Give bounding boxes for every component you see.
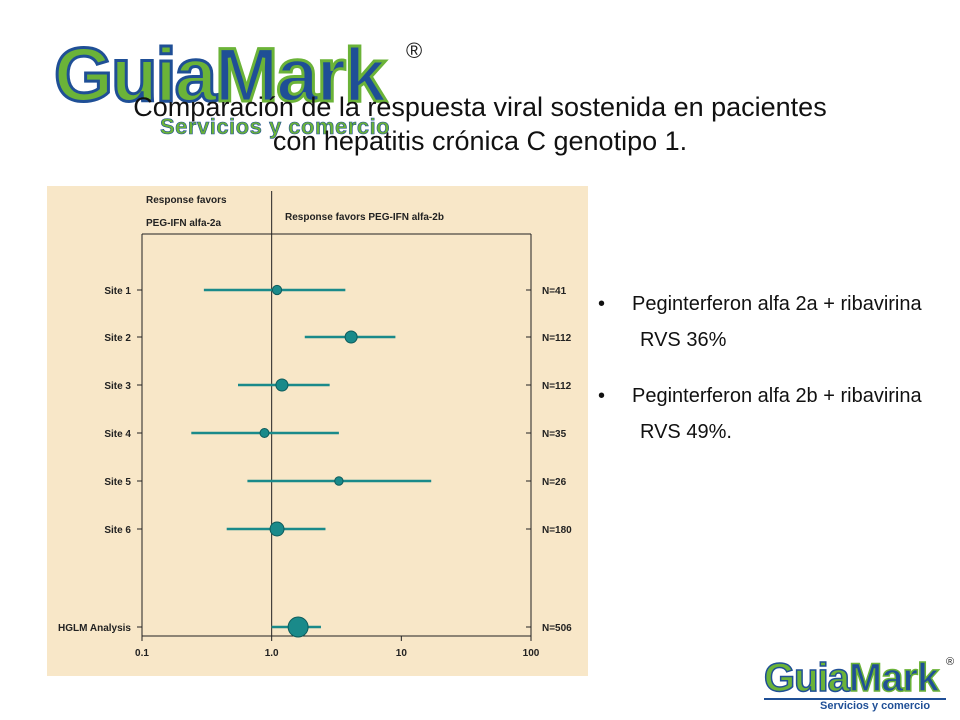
point-estimate (259, 428, 270, 438)
rvs-value: RVS 36% (640, 329, 727, 351)
logo-wordmark: GuiaMark (53, 33, 388, 118)
row-n-label: N=112 (542, 381, 572, 392)
point-estimate (334, 476, 344, 486)
bullet-list: • Peginterferon alfa 2a + ribavirina RVS… (594, 292, 934, 444)
bullet-text: Peginterferon alfa 2a + ribavirina (632, 293, 922, 315)
guiamark-logo-small: GuiaMark ® Servicios y comercio (763, 655, 955, 716)
header-right: Response favors PEG-IFN alfa-2b (285, 212, 444, 223)
header-left-line-1: Response favors (146, 195, 227, 206)
title-line-1: Comparación de la respuesta viral sosten… (133, 92, 827, 122)
row-n-label: N=26 (542, 477, 567, 488)
logo-tagline: Servicios y comercio (160, 114, 391, 140)
row-n-label: N=112 (542, 333, 572, 344)
point-estimate (275, 378, 289, 392)
bullet-icon: • (598, 385, 606, 407)
row-label: HGLM Analysis (58, 623, 131, 634)
forest-plot: Response favors PEG-IFN alfa-2a Response f… (58, 191, 572, 659)
row-label: Site 1 (104, 286, 131, 297)
registered-mark: ® (946, 656, 955, 668)
logo-underline (764, 698, 946, 700)
bullet-text: Peginterferon alfa 2b + ribavirina (632, 385, 922, 407)
slide-title: Comparación de la respuesta viral sosten… (40, 90, 920, 158)
point-estimate (271, 284, 283, 296)
point-estimate (269, 521, 285, 537)
row-n-label: N=35 (542, 429, 567, 440)
row-label: Site 3 (104, 381, 131, 392)
row-n-label: N=41 (542, 286, 567, 297)
bullet-item-2a: • Peginterferon alfa 2a + ribavirina (594, 292, 934, 316)
point-estimate (344, 330, 358, 344)
row-label: Site 2 (104, 333, 131, 344)
x-tick-label: 100 (523, 648, 540, 659)
logo-wordmark: GuiaMark (763, 655, 940, 701)
rvs-value: RVS 49%. (640, 421, 732, 443)
bullet-icon: • (598, 293, 606, 315)
x-tick-label: 0.1 (135, 648, 149, 659)
logo-tagline: Servicios y comercio (820, 700, 931, 712)
header-left-line-2: PEG-IFN alfa-2a (146, 218, 221, 229)
point-estimate (287, 616, 309, 638)
row-label: Site 4 (104, 429, 131, 440)
row-n-label: N=506 (542, 623, 572, 634)
guiamark-logo: GuiaMark ® Servicios y comercio (53, 33, 434, 146)
x-tick-label: 1.0 (265, 648, 279, 659)
bullet-item-2b: • Peginterferon alfa 2b + ribavirina (594, 384, 934, 408)
row-label: Site 6 (104, 525, 131, 536)
forest-plot-panel: Response favors PEG-IFN alfa-2a Response f… (47, 186, 588, 676)
row-n-label: N=180 (542, 525, 572, 536)
title-line-2: con hepatitis crónica C genotipo 1. (272, 126, 688, 156)
registered-mark: ® (406, 38, 423, 63)
x-tick-label: 10 (396, 648, 408, 659)
row-label: Site 5 (104, 477, 131, 488)
